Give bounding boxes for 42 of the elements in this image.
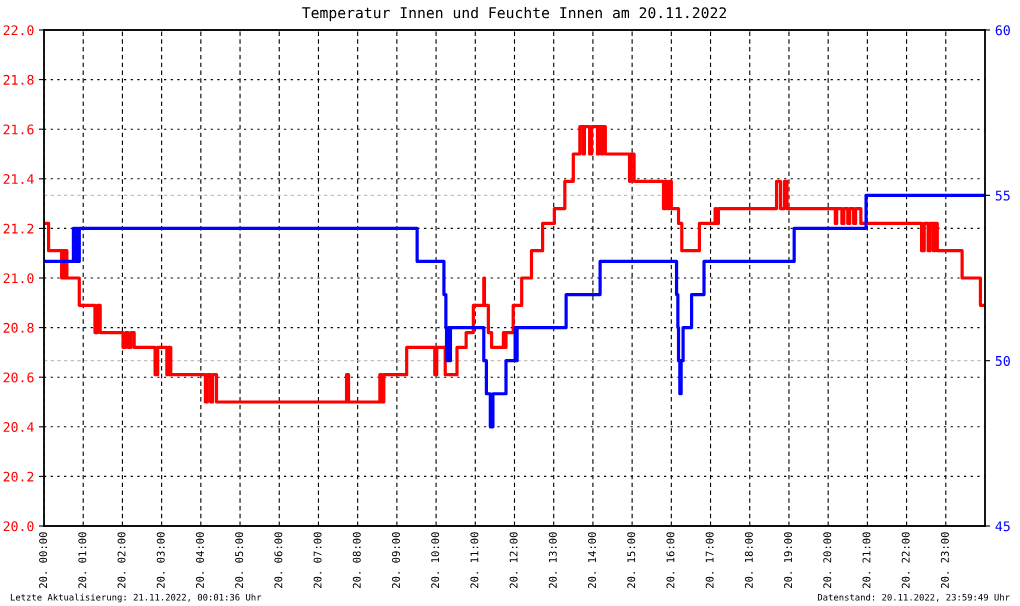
y-tick-label: 20.4 — [3, 422, 34, 433]
y2-tick-label: 60 — [995, 25, 1010, 36]
x-tick-label: 20. 13:00 — [548, 532, 557, 588]
x-tick-label: 20. 11:00 — [470, 532, 479, 588]
text: Datenstand: 20.11.2022, 23:59:49 Uhr — [817, 593, 1010, 602]
x-tick-label: 20. 18:00 — [744, 532, 753, 588]
x-tick-label: 20. 04:00 — [195, 532, 204, 588]
y-tick-label: 21.6 — [3, 124, 34, 135]
x-tick-label: 20. 22:00 — [901, 532, 910, 588]
x-tick-label: 20. 03:00 — [156, 532, 165, 588]
x-tick-label: 20. 19:00 — [784, 532, 793, 588]
text: Letzte Aktualisierung: 21.11.2022, 00:01:36 Uhr — [10, 593, 262, 603]
x-tick-label: 20. 08:00 — [352, 532, 361, 588]
y-tick-label: 20.6 — [3, 372, 34, 383]
x-tick-label: 20. 02:00 — [117, 532, 126, 588]
x-tick-label: 20. 14:00 — [588, 532, 597, 588]
x-tick-label: 20. 16:00 — [666, 532, 675, 588]
x-tick-label: 20. 15:00 — [627, 532, 636, 588]
x-tick-label: 20. 20:00 — [823, 532, 832, 588]
chart-title: Temperatur Innen und Feuchte Innen am 20.11.2022 — [302, 6, 726, 22]
y-tick-label: 20.2 — [3, 471, 34, 482]
x-tick-label: 20. 07:00 — [313, 532, 322, 588]
y-tick-label: 22.0 — [3, 25, 34, 36]
y-tick-label: 21.2 — [3, 223, 34, 234]
x-tick-label: 20. 12:00 — [509, 532, 518, 588]
x-tick-label: 20. 01:00 — [78, 532, 87, 588]
x-tick-label: 20. 00:00 — [39, 532, 48, 588]
y2-tick-label: 45 — [995, 521, 1010, 532]
y-tick-label: 21.8 — [3, 74, 34, 85]
y-tick-label: 20.8 — [3, 322, 34, 333]
x-tick-label: 20. 21:00 — [862, 532, 871, 588]
y-tick-label: 21.0 — [3, 273, 34, 284]
x-tick-label: 20. 23:00 — [940, 532, 949, 588]
x-tick-label: 20. 06:00 — [274, 532, 283, 588]
x-tick-label: 20. 10:00 — [431, 532, 440, 588]
y2-tick-label: 55 — [995, 190, 1010, 201]
x-tick-label: 20. 17:00 — [705, 532, 714, 588]
x-tick-label: 20. 05:00 — [235, 532, 244, 588]
y-tick-label: 21.4 — [3, 174, 34, 184]
x-tick-label: 20. 09:00 — [391, 532, 400, 588]
y2-tick-label: 50 — [995, 355, 1010, 366]
y-tick-label: 20.0 — [3, 521, 34, 532]
